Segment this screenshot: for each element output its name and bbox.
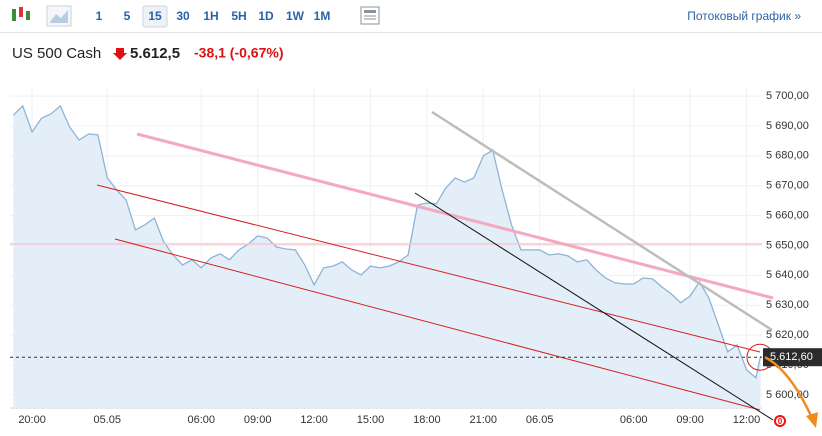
alert-badge <box>774 415 786 427</box>
instrument-name: US 500 Cash <box>12 45 101 62</box>
x-tick-label: 12:00 <box>300 414 328 426</box>
y-tick-label: 5 630,00 <box>766 299 809 311</box>
y-tick-label: 5 690,00 <box>766 120 809 132</box>
y-tick-label: 5 620,00 <box>766 329 809 341</box>
forecast-arrowhead <box>806 412 818 428</box>
interval-button[interactable]: 5 <box>124 9 131 23</box>
y-tick-label: 5 670,00 <box>766 180 809 192</box>
x-tick-label: 09:00 <box>244 414 272 426</box>
down-arrow <box>113 48 127 60</box>
price-box <box>763 348 822 367</box>
x-tick-label: 21:00 <box>470 414 498 426</box>
x-tick-label: 12:00 <box>733 414 761 426</box>
interval-button[interactable]: 1H <box>203 9 218 23</box>
y-tick-label: 5 660,00 <box>766 209 809 221</box>
interval-button[interactable]: 5H <box>231 9 246 23</box>
x-tick-label: 05.05 <box>94 414 122 426</box>
trend-line <box>96 184 761 353</box>
area-icon[interactable] <box>46 5 72 27</box>
interval-button[interactable]: 1M <box>314 9 331 23</box>
stream-link[interactable]: Потоковый график » <box>687 9 801 23</box>
x-tick-label: 18:00 <box>413 414 441 426</box>
trend-line <box>136 132 774 300</box>
x-tick-label: 15:00 <box>357 414 385 426</box>
area <box>13 105 761 409</box>
interval-button[interactable]: 1W <box>286 9 305 23</box>
x-tick-label: 06:00 <box>620 414 648 426</box>
price-change: -38,1 (-0,67%) <box>194 45 283 61</box>
interval-button[interactable]: 30 <box>176 9 190 23</box>
trend-line <box>114 238 761 411</box>
x-tick-label: 20:00 <box>18 414 46 426</box>
trend-line <box>431 110 773 332</box>
x-tick-label: 09:00 <box>676 414 704 426</box>
toolbar <box>0 0 822 32</box>
y-tick-label: 5 700,00 <box>766 90 809 102</box>
x-tick-label: 06.05 <box>526 414 554 426</box>
price-box-label: 5.612,60 <box>770 351 813 363</box>
forecast-arrow <box>764 356 814 419</box>
y-tick-label: 5 680,00 <box>766 150 809 162</box>
price: 5.612,5 <box>130 45 180 62</box>
settings-icon[interactable] <box>360 6 380 25</box>
price-line <box>12 104 762 379</box>
trend-line <box>414 192 774 421</box>
interval-button[interactable]: 1 <box>96 9 103 23</box>
alert-count: 0 <box>778 417 783 426</box>
interval-selected[interactable] <box>142 5 168 28</box>
y-tick-label: 5 640,00 <box>766 269 809 281</box>
interval-button[interactable]: 15 <box>148 9 162 23</box>
x-tick-label: 06:00 <box>188 414 216 426</box>
interval-button[interactable]: 1D <box>258 9 274 23</box>
y-tick-label: 5 650,00 <box>766 239 809 251</box>
candle-icon[interactable] <box>12 7 30 21</box>
